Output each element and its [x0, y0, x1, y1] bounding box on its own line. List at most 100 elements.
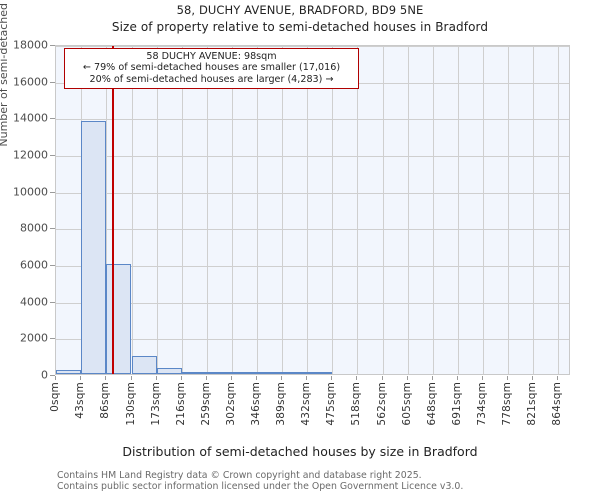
x-axis-label: Distribution of semi-detached houses by …	[122, 444, 478, 459]
histogram-bar	[56, 369, 81, 374]
x-tick-label: 130sqm	[124, 382, 137, 426]
x-tick-mark	[79, 376, 81, 380]
x-tick-mark	[456, 376, 458, 380]
gridline-horizontal	[56, 302, 569, 304]
gridline-horizontal	[56, 46, 569, 47]
histogram-bar	[231, 372, 257, 374]
x-tick-label: 0sqm	[49, 382, 61, 412]
x-tick-label: 605sqm	[400, 382, 413, 426]
gridline-vertical	[332, 46, 334, 374]
x-tick-mark	[180, 376, 182, 380]
footer-line-1: Contains HM Land Registry data © Crown c…	[57, 470, 422, 481]
histogram-bar	[131, 355, 157, 374]
y-tick-mark	[50, 301, 55, 303]
gridline-horizontal	[56, 119, 569, 121]
x-tick-label: 562sqm	[375, 382, 388, 426]
gridline-vertical	[231, 46, 233, 374]
gridline-vertical	[156, 46, 158, 374]
gridline-vertical	[508, 46, 510, 374]
y-tick-mark	[50, 45, 55, 46]
gridline-vertical	[407, 46, 409, 374]
histogram-bar	[257, 372, 283, 374]
x-tick-mark	[130, 376, 132, 380]
gridline-vertical	[558, 46, 560, 374]
gridline-horizontal	[56, 229, 569, 231]
property-marker-line	[112, 46, 114, 374]
x-tick-label: 691sqm	[450, 382, 463, 426]
gridline-vertical	[257, 46, 259, 374]
x-tick-mark	[381, 376, 383, 380]
gridline-vertical	[206, 46, 208, 374]
x-tick-label: 821sqm	[526, 382, 539, 426]
y-tick-mark	[50, 155, 55, 156]
x-tick-label: 518sqm	[350, 382, 363, 426]
x-tick-mark	[230, 376, 232, 380]
gridline-vertical	[131, 46, 133, 374]
y-tick-mark	[50, 338, 55, 340]
x-tick-label: 734sqm	[475, 382, 488, 426]
gridline-horizontal	[56, 339, 569, 341]
x-tick-mark	[507, 376, 509, 380]
y-tick-label: 12000	[13, 148, 48, 162]
gridline-vertical	[282, 46, 284, 374]
gridline-vertical	[105, 46, 107, 374]
y-tick-mark	[50, 118, 55, 120]
x-tick-mark	[306, 376, 308, 380]
histogram-bar	[282, 372, 308, 374]
gridline-horizontal	[56, 192, 569, 194]
x-tick-label: 864sqm	[551, 382, 564, 426]
y-tick-mark	[50, 191, 55, 193]
histogram-bar	[105, 264, 131, 374]
y-tick-label: 8000	[20, 221, 48, 235]
x-tick-mark	[281, 376, 283, 380]
y-tick-mark	[50, 265, 55, 266]
histogram-bar	[156, 367, 182, 374]
x-tick-label: 173sqm	[149, 382, 162, 426]
footer-attribution: Contains HM Land Registry data © Crown c…	[57, 470, 597, 492]
x-tick-label: 346sqm	[250, 382, 263, 426]
x-tick-label: 216sqm	[174, 382, 187, 426]
y-tick-label: 16000	[13, 75, 48, 89]
chart-subtitle: Size of property relative to semi-detach…	[111, 20, 489, 34]
x-tick-mark	[557, 376, 559, 380]
annotation-line-2: ← 79% of semi-detached houses are smalle…	[82, 62, 341, 74]
x-tick-label: 43sqm	[73, 382, 86, 419]
y-tick-mark	[50, 81, 55, 83]
x-tick-mark	[155, 376, 157, 380]
gridline-vertical	[382, 46, 384, 374]
gridline-horizontal	[56, 266, 569, 267]
x-tick-label: 302sqm	[224, 382, 237, 426]
gridline-vertical	[307, 46, 309, 374]
annotation-line-3: 20% of semi-detached houses are larger (…	[89, 73, 334, 85]
x-tick-label: 648sqm	[425, 382, 438, 426]
y-tick-mark	[50, 228, 55, 230]
x-tick-mark	[205, 376, 207, 380]
x-tick-mark	[532, 376, 534, 380]
x-tick-label: 475sqm	[325, 382, 338, 426]
gridline-horizontal	[56, 156, 569, 157]
histogram-bar	[206, 372, 232, 374]
y-tick-label: 6000	[20, 258, 48, 272]
plot-area	[55, 45, 570, 375]
gridline-vertical	[432, 46, 434, 374]
x-tick-label: 778sqm	[501, 382, 514, 426]
y-tick-label: 0	[41, 368, 48, 382]
y-tick-label: 2000	[20, 331, 48, 345]
x-tick-label: 259sqm	[199, 382, 212, 426]
y-tick-label: 18000	[13, 38, 48, 52]
histogram-bar	[181, 371, 207, 374]
y-tick-label: 4000	[20, 295, 48, 309]
gridline-vertical	[482, 46, 484, 374]
x-tick-label: 86sqm	[98, 382, 111, 419]
x-tick-mark	[331, 376, 333, 380]
x-tick-mark	[104, 376, 106, 380]
y-axis-label: Number of semi-detached properties	[0, 0, 10, 147]
x-tick-mark	[55, 376, 56, 380]
x-tick-mark	[406, 376, 408, 380]
gridline-vertical	[181, 46, 183, 374]
histogram-bar	[80, 121, 106, 374]
gridline-vertical	[533, 46, 535, 374]
x-tick-mark	[356, 376, 358, 380]
y-tick-mark	[50, 375, 55, 376]
